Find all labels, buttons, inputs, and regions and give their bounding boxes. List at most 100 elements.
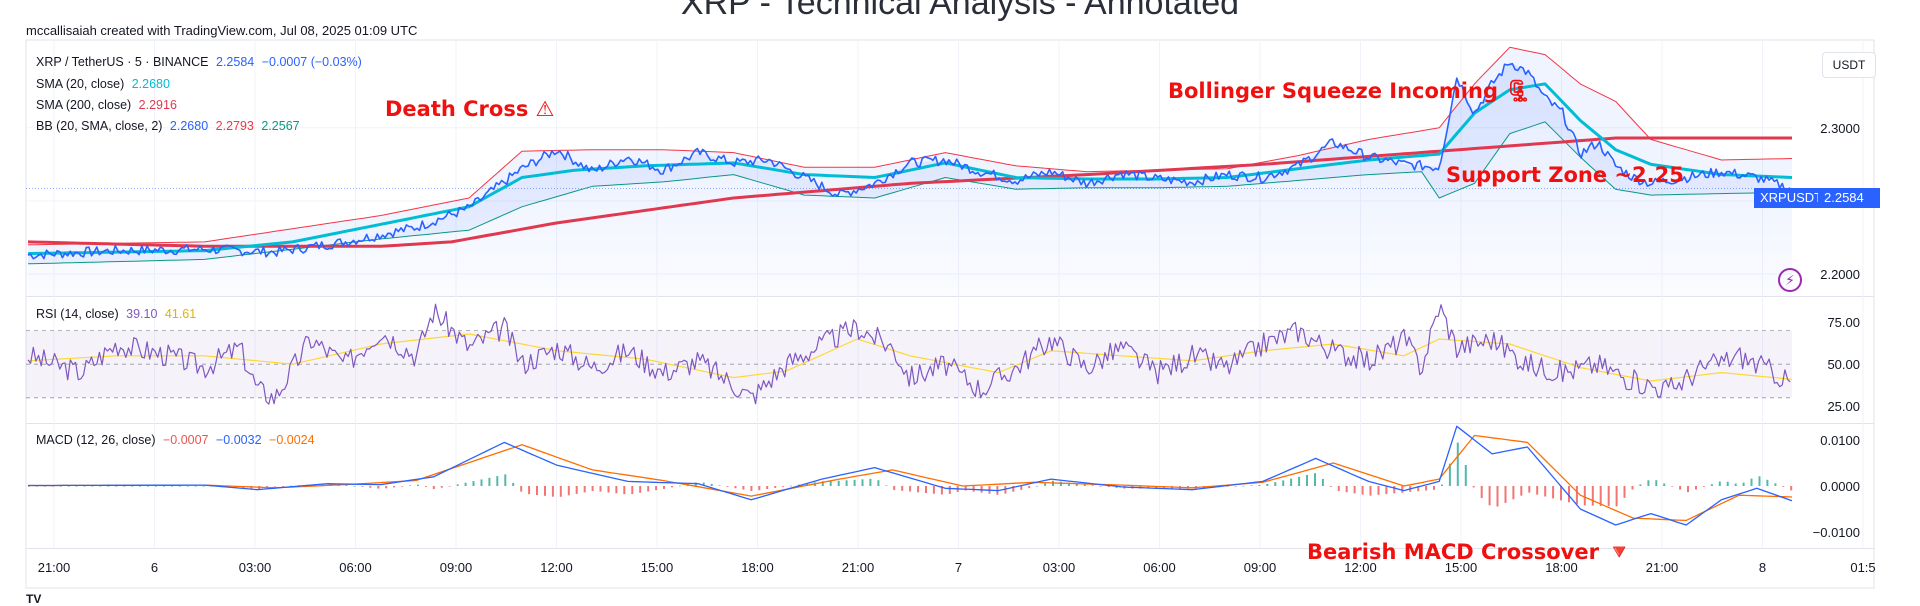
macd-histogram-bar xyxy=(1734,483,1737,486)
macd-histogram-bar xyxy=(1568,486,1570,503)
macd-histogram-bar xyxy=(250,486,253,490)
macd-histogram-bar xyxy=(750,486,753,491)
macd-histogram-bar xyxy=(734,486,737,489)
macd-histogram-bar xyxy=(671,486,673,488)
macd-histogram-bar xyxy=(401,486,404,487)
macd-histogram-bar xyxy=(353,486,356,487)
macd-histogram-bar xyxy=(1075,483,1078,486)
x-tick-label: 7 xyxy=(955,560,962,575)
macd-histogram-bar xyxy=(1663,483,1666,486)
macd-histogram-bar xyxy=(1298,476,1301,486)
macd-histogram-bar xyxy=(139,486,142,487)
lightning-icon[interactable]: ⚡ xyxy=(1778,268,1802,292)
macd-histogram-bar xyxy=(107,486,110,487)
macd-histogram-bar xyxy=(1615,486,1618,507)
macd-histogram-bar xyxy=(1718,481,1721,486)
rsi-tick-label: 25.00 xyxy=(1827,399,1860,414)
macd-histogram-bar xyxy=(321,483,324,486)
macd-histogram-bar xyxy=(893,486,896,491)
macd-histogram-bar xyxy=(790,485,792,487)
macd-histogram-bar xyxy=(1758,476,1761,486)
price-tick-label: 2.3000 xyxy=(1820,121,1860,136)
macd-histogram-bar xyxy=(1012,486,1015,492)
macd-histogram-bar xyxy=(948,486,951,494)
macd-histogram-bar xyxy=(1266,483,1269,486)
macd-histogram-bar xyxy=(1583,486,1586,506)
macd-histogram-bar xyxy=(718,485,721,486)
macd-histogram-bar xyxy=(940,486,943,495)
macd-histogram-bar xyxy=(91,486,94,487)
macd-histogram-bar xyxy=(1306,475,1308,486)
rsi-line xyxy=(27,303,1791,405)
macd-histogram-bar xyxy=(43,486,46,487)
macd-histogram-bar xyxy=(1337,486,1340,491)
macd-histogram-bar xyxy=(1441,484,1443,486)
macd-tick-label: 0.0000 xyxy=(1820,479,1860,494)
macd-histogram-bar xyxy=(678,485,681,487)
macd-histogram-bar xyxy=(1329,486,1332,487)
macd-histogram-bar xyxy=(35,486,38,487)
tradingview-logo: TV xyxy=(26,592,42,606)
macd-histogram-bar xyxy=(1091,485,1094,486)
macd-histogram-bar xyxy=(234,486,237,488)
macd-histogram-bar xyxy=(1774,483,1777,486)
macd-histogram-bar xyxy=(1226,486,1229,487)
macd-histogram-bar xyxy=(67,486,70,487)
macd-histogram-bar xyxy=(536,486,538,495)
macd-histogram-bar xyxy=(1020,486,1023,490)
currency-button[interactable]: USDT xyxy=(1822,52,1876,78)
legend-sma20[interactable]: SMA (20, close) 2.2680 xyxy=(36,77,174,91)
legend-symbol[interactable]: XRP / TetherUS · 5 · BINANCE 2.2584 −0.0… xyxy=(36,55,366,69)
macd-histogram-bar xyxy=(1647,480,1650,486)
macd-histogram-bar xyxy=(51,486,54,487)
macd-histogram-bar xyxy=(1369,486,1372,496)
rsi-tick-label: 50.00 xyxy=(1827,357,1860,372)
macd-histogram-bar xyxy=(885,485,888,486)
annotation-support-zone: Support Zone ~2.25 xyxy=(1446,163,1684,187)
macd-histogram-bar xyxy=(1599,486,1602,506)
x-tick-label: 03:00 xyxy=(239,560,272,575)
macd-histogram-bar xyxy=(782,486,785,487)
macd-histogram-bar xyxy=(1234,486,1237,487)
bb-label: BB (20, SMA, close, 2) xyxy=(36,119,163,133)
bb-lower: 2.2567 xyxy=(261,119,300,133)
macd-histogram-bar xyxy=(1671,486,1674,487)
macd-histogram-bar xyxy=(1345,486,1348,493)
macd-histogram-bar xyxy=(551,486,554,497)
macd-histogram-bar xyxy=(1099,486,1102,487)
legend-sma200[interactable]: SMA (200, close) 2.2916 xyxy=(36,98,181,112)
macd-histogram-bar xyxy=(1742,482,1745,486)
legend-rsi[interactable]: RSI (14, close) 39.10 41.61 xyxy=(36,307,200,321)
x-tick-label: 12:00 xyxy=(540,560,573,575)
macd-histogram-bar xyxy=(1107,486,1110,487)
macd-histogram-bar xyxy=(345,485,348,486)
macd-histogram-bar xyxy=(766,486,769,489)
macd-histogram-bar xyxy=(409,485,411,486)
macd-histogram-bar xyxy=(726,486,729,487)
macd-histogram-bar xyxy=(1258,485,1261,486)
macd-histogram-bar xyxy=(528,486,531,495)
macd-histogram-bar xyxy=(829,481,832,486)
macd-histogram-bar xyxy=(1488,486,1491,506)
macd-histogram-bar xyxy=(647,486,650,492)
x-tick-label: 21:00 xyxy=(38,560,71,575)
macd-histogram-bar xyxy=(1623,486,1626,498)
macd-histogram-bar xyxy=(1083,484,1086,486)
macd-histogram-bar xyxy=(480,479,483,486)
macd-histogram-bar xyxy=(932,486,935,494)
macd-histogram-bar xyxy=(544,486,546,496)
macd-histogram-bar xyxy=(440,486,443,488)
macd-histogram-bar xyxy=(1393,486,1396,494)
macd-histogram-bar xyxy=(964,486,967,491)
macd-histogram-bar xyxy=(1655,480,1658,486)
macd-histogram-bar xyxy=(821,481,824,486)
symbol-price-tag-label: XRPUSDT xyxy=(1754,188,1829,208)
macd-histogram-bar xyxy=(869,478,872,486)
legend-bb[interactable]: BB (20, SMA, close, 2) 2.2680 2.2793 2.2… xyxy=(36,119,304,133)
macd-histogram-bar xyxy=(369,486,372,488)
macd-histogram-bar xyxy=(1036,485,1039,487)
macd-histogram-bar xyxy=(99,486,102,487)
macd-histogram-bar xyxy=(607,486,610,493)
legend-macd[interactable]: MACD (12, 26, close) −0.0007 −0.0032 −0.… xyxy=(36,433,319,447)
